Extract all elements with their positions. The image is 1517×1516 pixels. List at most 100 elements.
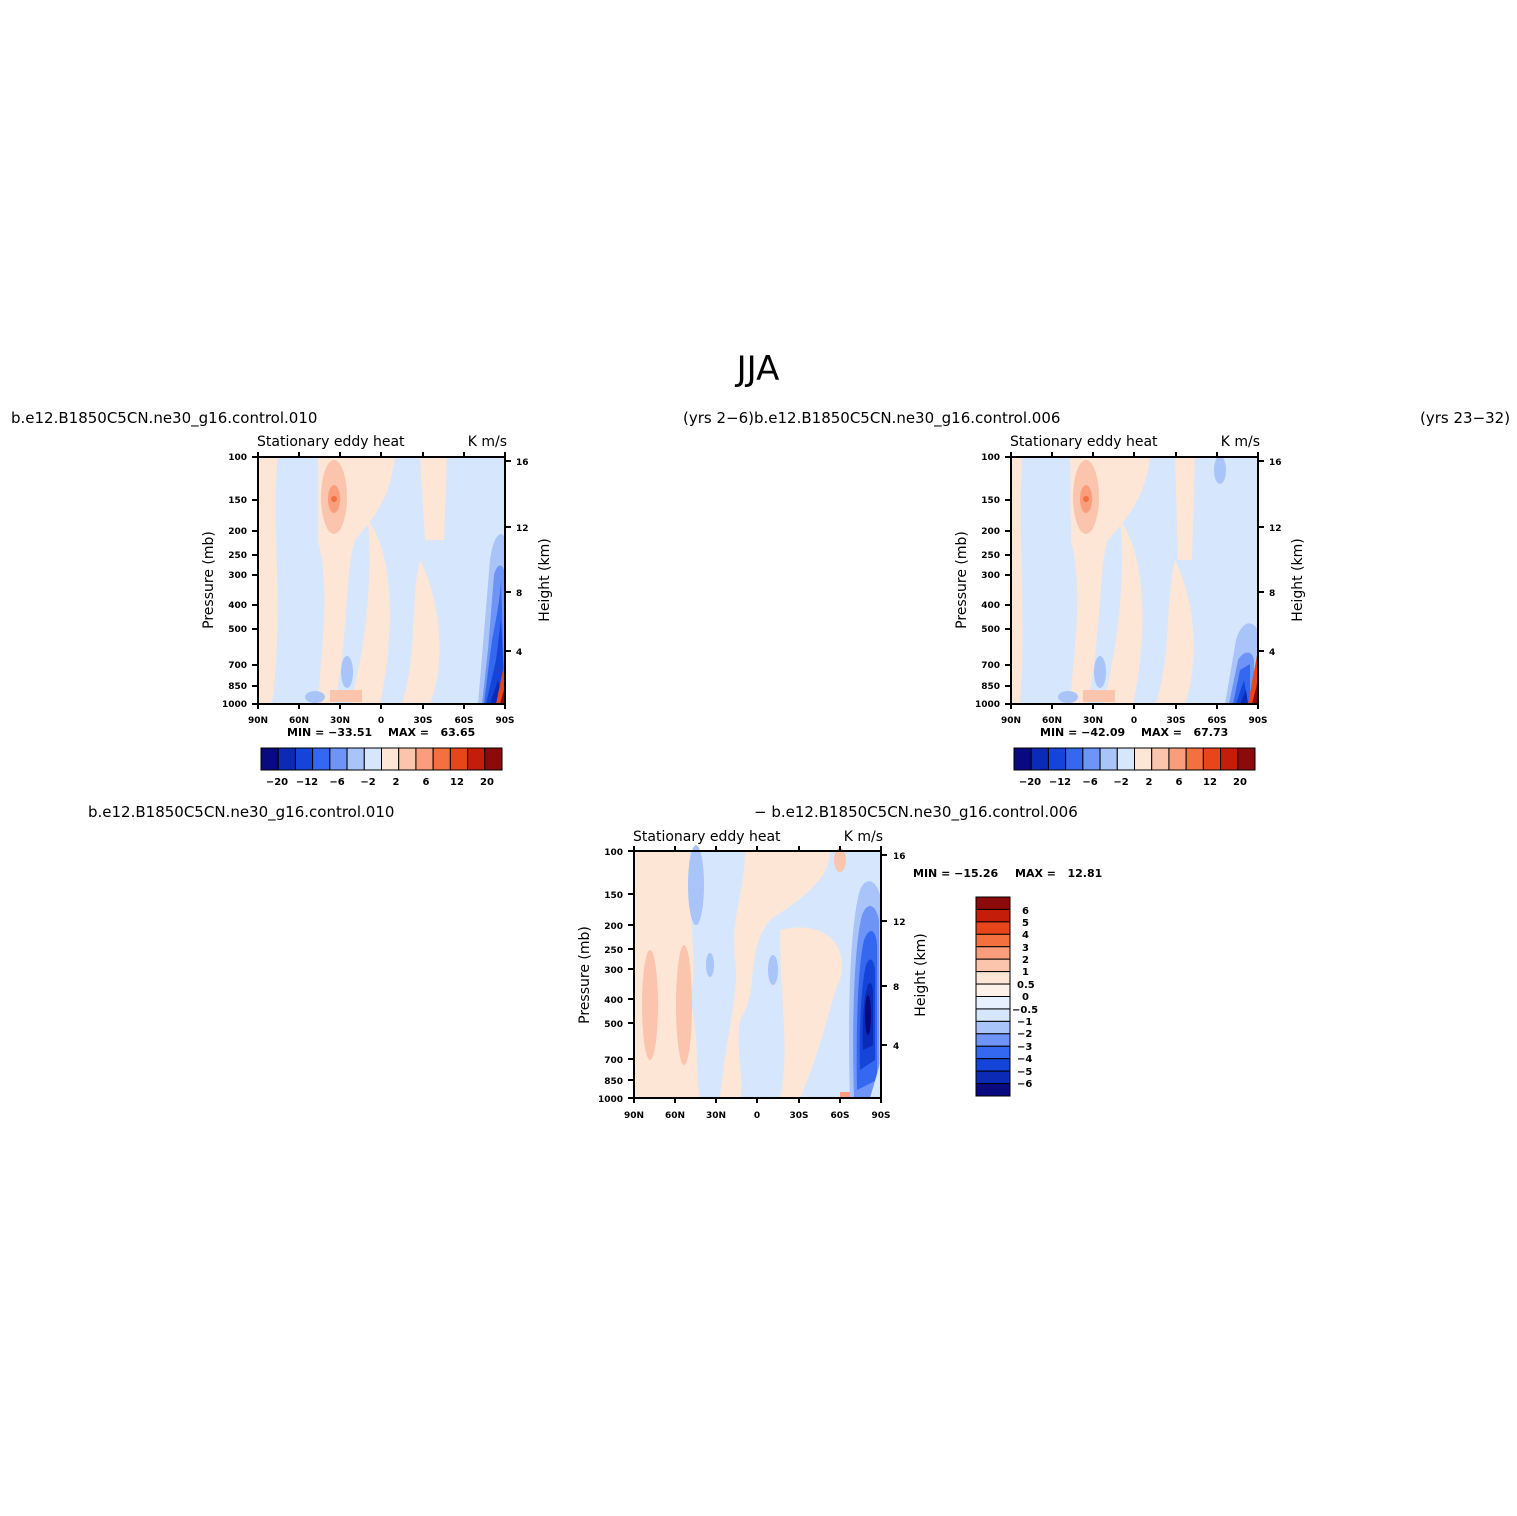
colorbar-boxes	[975, 896, 1011, 1097]
colorbar-tick-label: −1	[1017, 1017, 1032, 1028]
y-tick-label: 200	[981, 527, 1000, 537]
y-tick-label: 850	[228, 682, 247, 692]
colorbar-box	[1202, 747, 1222, 771]
x-tick-label: 90N	[1001, 716, 1021, 726]
y2-tick-label: 16	[516, 458, 529, 468]
colorbar-tick-label: 6	[1176, 777, 1183, 788]
colorbar-box	[975, 946, 1011, 960]
colorbar-box	[975, 921, 1011, 935]
y-tick-labels: 100 150 200 250 300 400 500 700 850 1000	[598, 848, 623, 1105]
colorbar-tick-label: −4	[1017, 1054, 1032, 1065]
y-tick-label: 850	[981, 682, 1000, 692]
y-tick-label: 400	[604, 996, 623, 1006]
y-axis-label: Pressure (mb)	[954, 531, 970, 629]
colorbar: −20 −12 −6 −2 2 6 12 20	[260, 747, 503, 788]
colorbar-box	[1099, 747, 1118, 771]
contour-field	[258, 457, 505, 704]
x-tick-label: 60N	[665, 1111, 685, 1121]
panel-units: K m/s	[844, 829, 883, 845]
colorbar-tick-label: −3	[1017, 1042, 1032, 1053]
colorbar-tick-label: −2	[1113, 777, 1128, 788]
colorbar-tick-label: −2	[1017, 1029, 1032, 1040]
colorbar-box	[1237, 747, 1256, 771]
colorbar-box	[1082, 747, 1101, 771]
panel-units: K m/s	[468, 434, 507, 450]
colorbar-boxes	[260, 747, 503, 771]
y-tick-label: 1000	[975, 700, 1000, 710]
min-label: MIN = −15.26	[913, 867, 998, 880]
y-tick-label: 700	[981, 661, 1000, 671]
x-tick-label: 60S	[830, 1111, 849, 1121]
contour-field	[1011, 456, 1258, 704]
x-tick-label: 90N	[624, 1111, 644, 1121]
axes	[252, 452, 511, 709]
colorbar-tick-label: 20	[1233, 777, 1247, 788]
y-tick-label: 300	[228, 571, 247, 581]
y-tick-label: 150	[981, 496, 1000, 506]
colorbar-tick-label: −20	[266, 777, 288, 788]
x-tick-labels: 90N 60N 30N 0 30S 60S 90S	[248, 716, 515, 726]
colorbar-box	[1151, 747, 1170, 771]
x-tick-label: 60N	[1042, 716, 1062, 726]
axes	[1005, 452, 1264, 709]
y-tick-label: 700	[604, 1056, 623, 1066]
x-tick-label: 0	[378, 716, 384, 726]
x-tick-labels: 90N 60N 30N 0 30S 60S 90S	[624, 1111, 891, 1121]
colorbar-box	[381, 747, 400, 771]
x-tick-labels: 90N 60N 30N 0 30S 60S 90S	[1001, 716, 1268, 726]
y2-tick-label: 12	[1269, 524, 1282, 534]
colorbar-tick-label: −12	[1049, 777, 1071, 788]
colorbar-tick-label: 2	[393, 777, 400, 788]
min-label: MIN = −42.09	[1040, 726, 1125, 739]
colorbar-box	[975, 1033, 1011, 1047]
y-tick-label: 850	[604, 1077, 623, 1087]
colorbar-box	[975, 908, 1011, 923]
colorbar-tick-label: 12	[450, 777, 464, 788]
y-tick-label: 300	[981, 571, 1000, 581]
y2-tick-label: 16	[893, 852, 906, 862]
colorbar-box	[329, 747, 348, 771]
x-tick-label: 90N	[248, 716, 268, 726]
x-tick-label: 90S	[1248, 716, 1267, 726]
page-title: JJA	[735, 349, 780, 389]
panel-title: Stationary eddy heat	[257, 434, 405, 450]
colorbar-box	[975, 1020, 1011, 1035]
y2-tick-label: 4	[893, 1042, 899, 1052]
colorbar-box	[1168, 747, 1187, 771]
y2-tick-label: 8	[1269, 589, 1275, 599]
colorbar-tick-label: 20	[480, 777, 494, 788]
case-label-diff-left: b.e12.B1850C5CN.ne30_g16.control.010	[88, 803, 394, 822]
colorbar-tick-label: −0.5	[1012, 1005, 1038, 1016]
colorbar-tick-label: 2	[1022, 955, 1029, 966]
case-label-top-left: b.e12.B1850C5CN.ne30_g16.control.010	[11, 409, 317, 428]
colorbar-box	[294, 747, 314, 771]
years-label-top-left: (yrs 2−6)	[683, 409, 754, 427]
colorbar-box	[975, 1070, 1011, 1085]
case-label-diff-right: − b.e12.B1850C5CN.ne30_g16.control.006	[754, 803, 1078, 822]
colorbar-box	[260, 747, 279, 771]
colorbar-tick-label: 0	[1022, 992, 1029, 1003]
panel-difference: Stationary eddy heat K m/s	[577, 829, 1102, 1121]
y-axis-label: Pressure (mb)	[577, 926, 593, 1024]
colorbar-box	[1185, 747, 1204, 771]
y2-axis-label: Height (km)	[1290, 538, 1306, 621]
colorbar-box	[467, 747, 486, 771]
colorbar-box	[975, 1045, 1011, 1060]
panel-top-left: Stationary eddy heat K m/s	[201, 434, 553, 788]
colorbar-box	[484, 747, 503, 771]
colorbar-box	[432, 747, 451, 771]
y2-tick-label: 16	[1269, 458, 1282, 468]
y2-tick-labels: 16 12 8 4	[516, 458, 529, 658]
y-tick-label: 100	[981, 453, 1000, 463]
y-tick-label: 100	[604, 848, 623, 858]
y-tick-label: 500	[604, 1020, 623, 1030]
colorbar-boxes	[1013, 747, 1256, 771]
y-tick-label: 1000	[222, 700, 247, 710]
colorbar-tick-label: 2	[1146, 777, 1153, 788]
x-tick-label: 30N	[1083, 716, 1103, 726]
panel-title: Stationary eddy heat	[633, 829, 781, 845]
colorbar-box	[975, 983, 1011, 997]
x-tick-label: 0	[1131, 716, 1137, 726]
colorbar-box	[1030, 747, 1049, 771]
